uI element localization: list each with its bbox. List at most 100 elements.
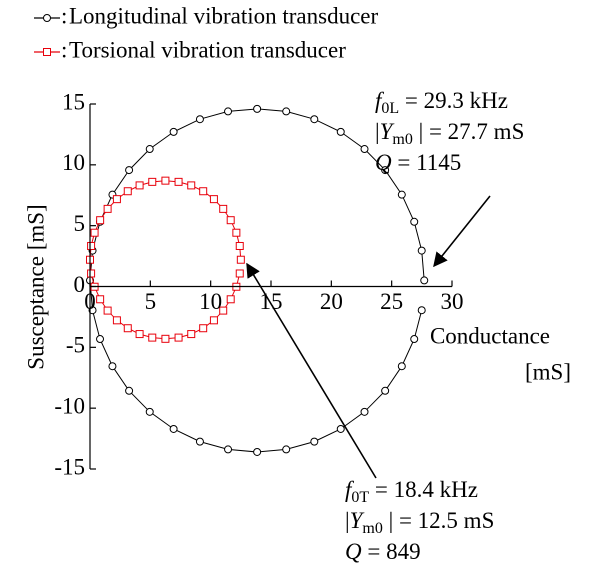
annotation-part: = 1145 (392, 150, 462, 175)
marker (224, 107, 233, 116)
marker (123, 187, 132, 196)
annotation: Q = 1145 (375, 150, 461, 175)
marker (125, 386, 134, 395)
annotation-part: | (345, 508, 350, 533)
annotation-symbol: Y (350, 508, 365, 533)
marker (410, 335, 419, 344)
marker (161, 176, 170, 185)
marker (360, 145, 369, 154)
x-axis-label: [mS] (525, 359, 571, 384)
x-tick-label: 30 (441, 289, 464, 314)
annotation: |Ym0 | = 12.5 mS (345, 508, 494, 536)
marker (112, 316, 121, 325)
marker (43, 14, 51, 22)
marker (148, 333, 157, 342)
x-axis-label: Conductance (430, 323, 550, 348)
marker (236, 255, 245, 264)
annotation-symbol: Q (345, 539, 362, 564)
marker (232, 228, 241, 237)
marker (161, 334, 170, 343)
y-tick-label: 10 (62, 150, 85, 175)
marker (360, 407, 369, 416)
marker (123, 324, 132, 333)
marker (336, 424, 345, 433)
marker (96, 335, 105, 344)
y-tick-label: 0 (74, 272, 86, 297)
marker (253, 104, 262, 113)
marker (282, 445, 291, 454)
annotation-symbol: f (345, 477, 355, 502)
legend-label: Torsional vibration transducer (69, 37, 346, 62)
y-axis-label: Susceptance [mS] (23, 204, 48, 369)
annotation-symbol: f (375, 88, 385, 113)
marker (88, 306, 97, 315)
series-line (89, 180, 242, 340)
annotation-subscript: 0T (351, 489, 369, 506)
marker (169, 127, 178, 136)
marker (96, 295, 105, 304)
marker (209, 316, 218, 325)
marker (209, 195, 218, 204)
legend-label: Longitudinal vibration transducer (69, 3, 378, 28)
annotation: Q = 849 (345, 539, 421, 564)
marker (199, 324, 208, 333)
marker (282, 107, 291, 116)
marker (417, 246, 426, 255)
marker (224, 445, 233, 454)
series-line (89, 108, 425, 453)
marker (145, 145, 154, 154)
x-tick-label: 25 (380, 289, 403, 314)
marker (112, 195, 121, 204)
legend-separator: : (61, 3, 67, 28)
legend-item: : Longitudinal vibration transducer (34, 3, 378, 28)
marker (235, 269, 244, 278)
marker (410, 217, 419, 226)
marker (174, 177, 183, 186)
marker (226, 295, 235, 304)
marker (87, 241, 96, 250)
marker (174, 333, 183, 342)
marker (103, 306, 112, 315)
marker (87, 269, 96, 278)
marker (125, 166, 134, 175)
marker (135, 181, 144, 190)
annotation-subscript: 0L (381, 100, 399, 117)
marker (187, 330, 196, 339)
marker (135, 330, 144, 339)
annotation-symbol: Q (375, 150, 392, 175)
annotation-part: | = 12.5 mS (383, 508, 495, 533)
marker (310, 437, 319, 446)
x-tick-label: 20 (320, 289, 343, 314)
marker (397, 190, 406, 199)
x-tick-label: 0 (84, 289, 96, 314)
y-tick-label: -5 (66, 333, 85, 358)
annotation: f0T = 18.4 kHz (345, 477, 478, 505)
marker (310, 115, 319, 124)
x-tick-label: 5 (145, 289, 157, 314)
marker (420, 276, 429, 285)
marker (381, 166, 390, 175)
annotation-subscript: m0 (362, 520, 382, 537)
y-tick-label: 5 (74, 211, 86, 236)
arrow (433, 195, 491, 268)
marker (219, 306, 228, 315)
marker (195, 115, 204, 124)
annotation-symbol: Y (380, 119, 395, 144)
marker (336, 127, 345, 136)
annotation-part: | (375, 119, 380, 144)
marker (253, 447, 262, 456)
marker (195, 437, 204, 446)
marker (108, 362, 117, 371)
annotation-subscript: m0 (392, 131, 412, 148)
y-tick-label: 15 (62, 89, 85, 114)
marker (90, 228, 99, 237)
marker (397, 362, 406, 371)
arrow (246, 262, 377, 479)
annotation-part: = 29.3 kHz (399, 88, 508, 113)
x-tick-label: 15 (260, 289, 283, 314)
marker (43, 48, 51, 56)
marker (199, 187, 208, 196)
marker (219, 204, 228, 213)
legend-separator: : (61, 37, 67, 62)
